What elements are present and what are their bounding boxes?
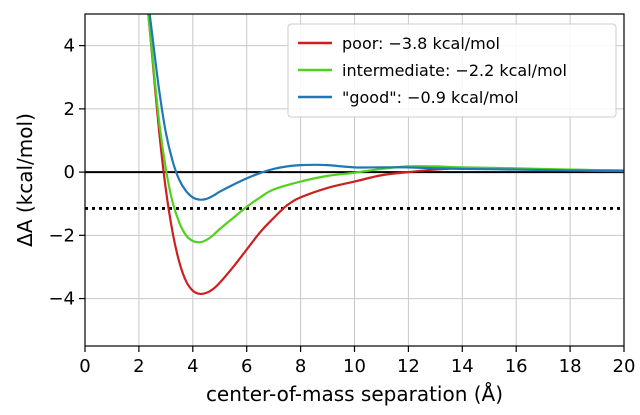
x-tick-label: 10 — [343, 356, 366, 377]
legend-label: intermediate: −2.2 kcal/mol — [342, 61, 567, 80]
legend-label: "good": −0.9 kcal/mol — [342, 88, 519, 107]
x-tick-label: 16 — [505, 356, 528, 377]
x-tick-label: 0 — [79, 356, 90, 377]
x-tick-label: 14 — [451, 356, 474, 377]
legend: poor: −3.8 kcal/mol intermediate: −2.2 kc… — [288, 24, 616, 117]
legend-label: poor: −3.8 kcal/mol — [342, 34, 500, 53]
y-tick-label: 2 — [64, 99, 75, 120]
x-axis-label: center-of-mass separation (Å) — [206, 382, 503, 406]
y-tick-label: 4 — [64, 36, 75, 57]
y-tick-label: 0 — [64, 162, 75, 183]
y-axis-label: ΔA (kcal/mol) — [13, 113, 37, 247]
x-tick-label: 2 — [133, 356, 144, 377]
x-tick-label: 20 — [613, 356, 636, 377]
x-tick-label: 4 — [187, 356, 198, 377]
x-tick-label: 8 — [295, 356, 306, 377]
x-tick-label: 6 — [241, 356, 252, 377]
x-tick-label: 18 — [559, 356, 582, 377]
x-tick-label: 12 — [397, 356, 420, 377]
y-tick-label: −4 — [48, 289, 75, 310]
y-tick-label: −2 — [48, 225, 75, 246]
